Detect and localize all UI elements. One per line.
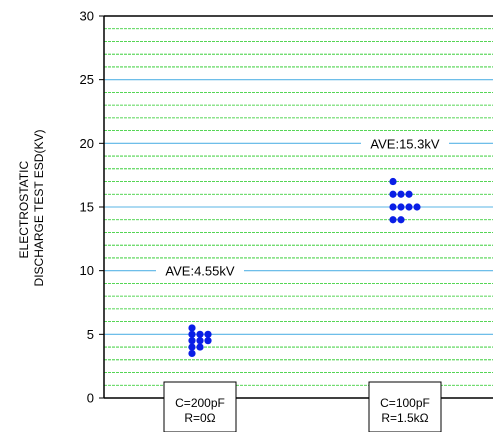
data-point [188,337,196,345]
data-point [397,203,405,211]
grid-lines [104,28,493,386]
category-label-line: R=0Ω [184,411,215,425]
y-tick-label: 5 [87,327,94,342]
data-point [397,216,405,224]
category-label-box [368,381,442,432]
data-point [389,203,397,211]
data-point [188,330,196,338]
y-tick-label: 20 [80,136,94,151]
annotations: AVE:4.55kV AVE:15.3kV [156,136,449,279]
category-label-line: C=100pF [380,396,430,410]
data-point [405,190,413,198]
data-point [389,177,397,186]
data-point [389,190,397,198]
data-point [389,216,397,224]
y-tick-label: 30 [80,9,94,24]
data-point [188,349,196,358]
y-ticks: 0 5 10 15 20 25 30 [80,9,104,406]
annotation-background [156,263,244,278]
data-point [413,203,421,211]
data-point [204,337,212,345]
y-tick-label: 10 [80,263,94,278]
annotation-background [361,136,449,151]
data-point [204,330,212,338]
y-axis-label-line-2: DISCHARGE TEST ESD(KV) [32,130,46,287]
category-label-box [163,381,237,432]
average-annotation: AVE:4.55kV [165,264,234,279]
average-annotation: AVE:15.3kV [370,136,439,151]
data-point [196,343,204,351]
data-point [397,190,405,198]
y-axis-label-line-1: ELECTROSTATIC [17,161,31,259]
y-tick-label: 25 [80,72,94,87]
data-point [196,330,204,338]
data-point [188,343,196,351]
data-point [405,203,413,211]
category-label-line: C=200pF [175,396,225,410]
data-point [188,324,196,332]
data-point [196,337,204,345]
data-points [188,177,421,358]
category-label-line: R=1.5kΩ [381,411,428,425]
y-tick-label: 15 [80,200,94,215]
y-axis-label: ELECTROSTATIC DISCHARGE TEST ESD(KV) [17,130,46,287]
y-tick-label: 0 [87,391,94,406]
